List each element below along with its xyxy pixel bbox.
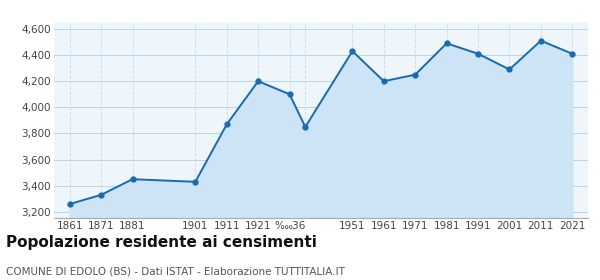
Text: COMUNE DI EDOLO (BS) - Dati ISTAT - Elaborazione TUTTITALIA.IT: COMUNE DI EDOLO (BS) - Dati ISTAT - Elab… (6, 266, 345, 276)
Text: Popolazione residente ai censimenti: Popolazione residente ai censimenti (6, 235, 317, 250)
